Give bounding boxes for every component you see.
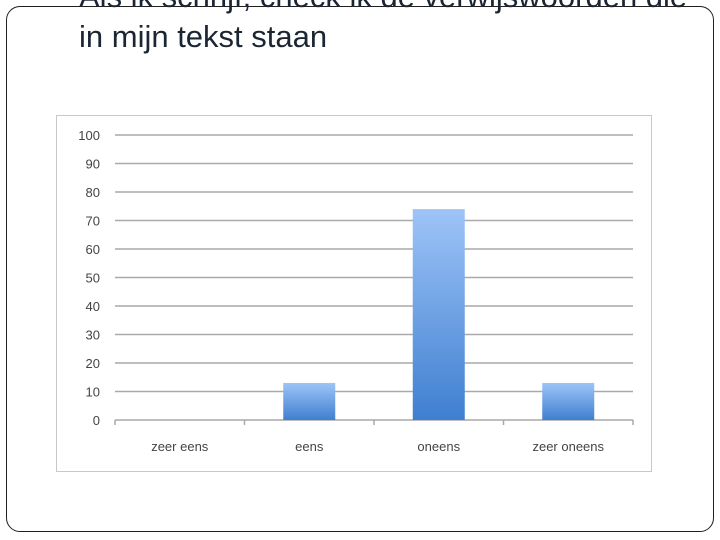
y-tick-label-100: 100 [78, 128, 100, 143]
y-axis-ticks: 0 10 20 30 40 50 60 70 80 90 100 [78, 128, 100, 428]
bars [283, 209, 595, 420]
y-tick-label-30: 30 [86, 328, 100, 343]
x-tick-label-zeer-oneens: zeer oneens [532, 439, 604, 454]
y-tick-label-80: 80 [86, 185, 100, 200]
y-tick-label-90: 90 [86, 157, 100, 172]
x-axis-ticks: zeer eens eens oneens zeer oneens [151, 439, 604, 454]
y-tick-label-50: 50 [86, 271, 100, 286]
x-tick-label-zeer-eens: zeer eens [151, 439, 209, 454]
bar-oneens [412, 209, 465, 420]
bar-eens [283, 382, 336, 420]
y-tick-label-60: 60 [86, 242, 100, 257]
chart-area: 0 10 20 30 40 50 60 70 80 90 100 zeer eens eens onee… [56, 115, 652, 472]
y-tick-label-40: 40 [86, 299, 100, 314]
y-tick-label-10: 10 [86, 385, 100, 400]
x-tick-label-eens: eens [295, 439, 324, 454]
bar-zeer-oneens [542, 382, 595, 420]
y-tick-label-70: 70 [86, 214, 100, 229]
bar-chart: 0 10 20 30 40 50 60 70 80 90 100 zeer eens eens onee… [78, 128, 634, 454]
slide-title: Als ik schrijf, check ik de verwijswoord… [79, 0, 687, 54]
gridlines [114, 134, 634, 425]
x-tick-label-oneens: oneens [417, 439, 460, 454]
y-tick-label-0: 0 [93, 413, 100, 428]
y-tick-label-20: 20 [86, 356, 100, 371]
